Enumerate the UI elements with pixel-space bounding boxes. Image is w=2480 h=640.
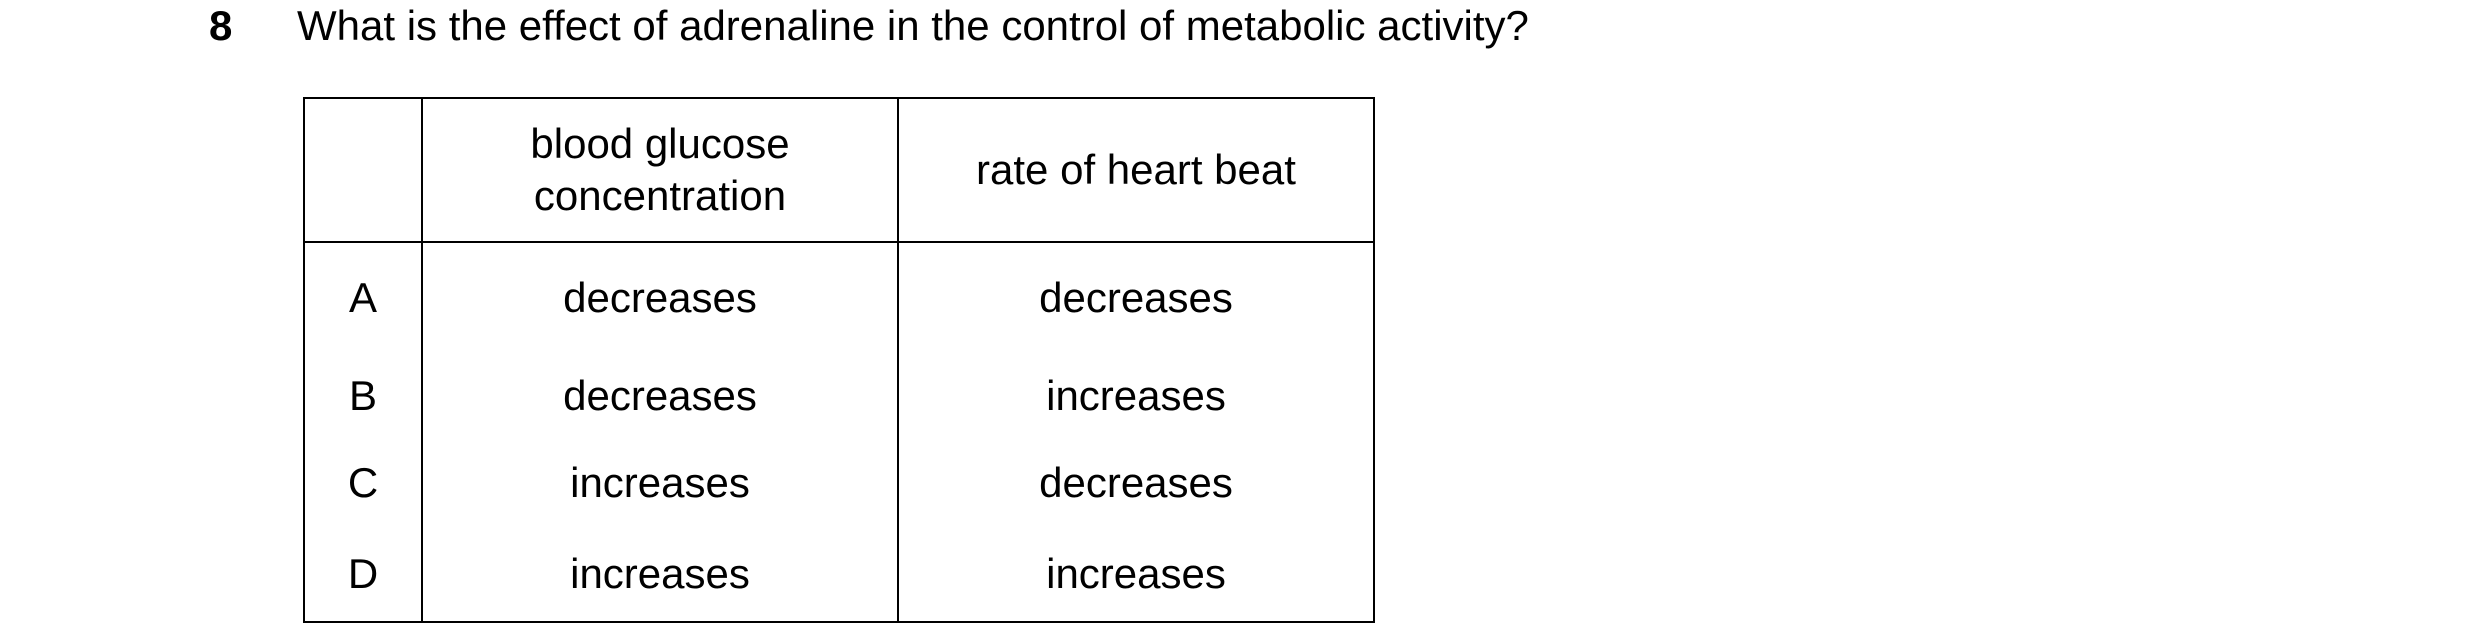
header-empty-cell: [303, 97, 423, 243]
glucose-cell: increases: [421, 439, 899, 527]
glucose-cell: decreases: [421, 242, 899, 353]
header-blood-glucose-line2: concentration: [533, 172, 787, 219]
heart-rate-cell: decreases: [897, 439, 1375, 527]
option-letter: D: [303, 527, 423, 623]
glucose-cell: decreases: [421, 353, 899, 439]
table-header-row: blood glucose concentration rate of hear…: [303, 97, 1375, 243]
heart-rate-cell: increases: [897, 353, 1375, 439]
question-text: What is the effect of adrenaline in the …: [297, 2, 1529, 49]
table-row: B decreases increases: [303, 353, 1375, 439]
glucose-cell: increases: [421, 527, 899, 623]
question-number: 8: [209, 2, 233, 49]
table-row: C increases decreases: [303, 439, 1375, 527]
header-blood-glucose: blood glucose concentration: [421, 97, 899, 243]
table-row: A decreases decreases: [303, 242, 1375, 353]
options-table: blood glucose concentration rate of hear…: [303, 97, 1375, 623]
option-letter: C: [303, 439, 423, 527]
option-letter: A: [303, 242, 423, 353]
heart-rate-cell: decreases: [897, 242, 1375, 353]
header-heart-rate: rate of heart beat: [897, 97, 1375, 243]
header-blood-glucose-line1: blood glucose: [530, 120, 790, 167]
option-letter: B: [303, 353, 423, 439]
table-row: D increases increases: [303, 527, 1375, 623]
heart-rate-cell: increases: [897, 527, 1375, 623]
